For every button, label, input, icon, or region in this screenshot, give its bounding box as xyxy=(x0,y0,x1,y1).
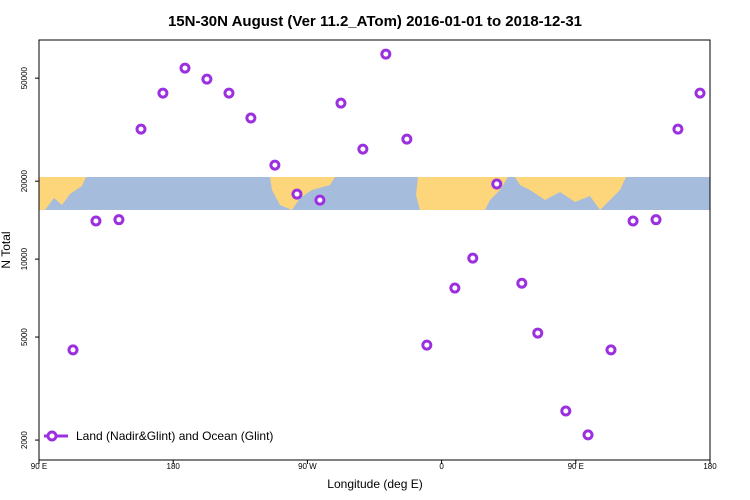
x-tick-label: 0 xyxy=(439,462,444,471)
land xyxy=(416,177,508,210)
y-axis-label: N Total xyxy=(0,231,13,268)
y-tick-label: 2000 xyxy=(20,431,29,449)
point xyxy=(245,112,257,124)
point xyxy=(401,133,413,145)
land xyxy=(515,177,626,210)
map-band xyxy=(39,177,710,210)
point xyxy=(467,252,479,264)
point xyxy=(694,87,706,99)
point xyxy=(67,344,79,356)
x-axis-label: Longitude (deg E) xyxy=(327,477,422,491)
y-tick-label: 20000 xyxy=(20,170,29,193)
y-tick-label: 5000 xyxy=(20,328,29,346)
x-tick-label: 90 E xyxy=(568,462,584,471)
land xyxy=(39,177,86,210)
point xyxy=(269,159,281,171)
point xyxy=(223,87,235,99)
x-tick-label: 90 E xyxy=(31,462,47,471)
point xyxy=(335,97,347,109)
y-tick-label: 50000 xyxy=(20,66,29,89)
point xyxy=(516,277,528,289)
land xyxy=(270,177,335,210)
y-tick-label: 10000 xyxy=(20,247,29,270)
point xyxy=(532,327,544,339)
point xyxy=(357,143,369,155)
legend-label: Land (Nadir&Glint) and Ocean (Glint) xyxy=(76,429,273,443)
point xyxy=(650,214,662,226)
point xyxy=(380,48,392,60)
point xyxy=(157,87,169,99)
legend-marker xyxy=(46,430,58,442)
plot-frame xyxy=(38,39,711,461)
x-tick-label: 90 W xyxy=(298,462,317,471)
x-tick-label: 180 xyxy=(703,462,717,471)
point xyxy=(179,62,191,74)
point xyxy=(314,194,326,206)
point xyxy=(421,339,433,351)
point xyxy=(491,178,503,190)
point xyxy=(672,123,684,135)
chart-title: 15N-30N August (Ver 11.2_ATom) 2016-01-0… xyxy=(168,13,582,30)
point xyxy=(449,282,461,294)
point xyxy=(90,215,102,227)
x-tick-label: 180 xyxy=(167,462,181,471)
point xyxy=(201,73,213,85)
point xyxy=(135,123,147,135)
point xyxy=(605,344,617,356)
point xyxy=(582,429,594,441)
legend: Land (Nadir&Glint) and Ocean (Glint) xyxy=(44,429,273,443)
point xyxy=(560,405,572,417)
point xyxy=(113,214,125,226)
point xyxy=(291,188,303,200)
point xyxy=(627,215,639,227)
